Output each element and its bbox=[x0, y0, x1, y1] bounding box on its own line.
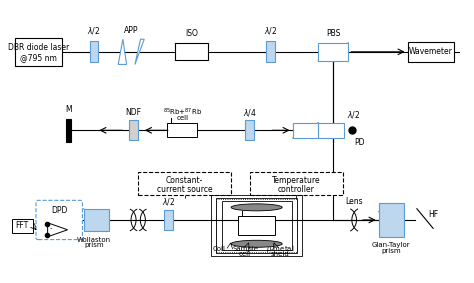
Text: $\lambda$/4: $\lambda$/4 bbox=[243, 107, 256, 117]
Bar bbox=[246, 121, 254, 140]
Text: cell: cell bbox=[239, 250, 251, 257]
Text: cell: cell bbox=[176, 115, 188, 121]
Text: APP: APP bbox=[124, 26, 138, 35]
Text: $\lambda$/2: $\lambda$/2 bbox=[264, 25, 277, 36]
Bar bbox=[266, 41, 275, 62]
FancyBboxPatch shape bbox=[36, 200, 82, 240]
Text: $\mu$-metal: $\mu$-metal bbox=[265, 245, 294, 254]
Text: Glan-Taylor: Glan-Taylor bbox=[372, 242, 410, 248]
Text: current source: current source bbox=[157, 185, 212, 194]
Bar bbox=[66, 119, 71, 142]
Text: controller: controller bbox=[278, 185, 315, 194]
Text: -: - bbox=[50, 225, 52, 231]
Text: FFT: FFT bbox=[16, 221, 29, 230]
FancyBboxPatch shape bbox=[250, 171, 343, 196]
Bar bbox=[318, 123, 344, 138]
Text: ISO: ISO bbox=[185, 29, 198, 38]
Text: Coil: Coil bbox=[213, 246, 226, 252]
Bar bbox=[15, 38, 62, 66]
Polygon shape bbox=[118, 39, 127, 65]
Text: $^{85}$Rb+$^{87}$Rb: $^{85}$Rb+$^{87}$Rb bbox=[163, 106, 202, 118]
Text: Wavemeter: Wavemeter bbox=[409, 47, 453, 56]
Bar bbox=[90, 41, 98, 62]
Bar bbox=[408, 42, 454, 62]
Bar bbox=[292, 123, 318, 138]
Bar bbox=[167, 123, 197, 137]
Text: Wollaston: Wollaston bbox=[77, 237, 111, 243]
Text: M: M bbox=[65, 105, 72, 114]
Bar bbox=[217, 198, 297, 253]
Ellipse shape bbox=[231, 240, 282, 247]
Text: $\lambda$/2: $\lambda$/2 bbox=[88, 25, 100, 36]
Bar bbox=[175, 43, 208, 60]
Bar bbox=[221, 201, 292, 250]
Text: HF: HF bbox=[428, 210, 438, 219]
Text: DBR diode laser: DBR diode laser bbox=[8, 43, 69, 52]
Bar bbox=[83, 209, 109, 231]
Text: sheid: sheid bbox=[271, 250, 289, 257]
Text: DPD: DPD bbox=[51, 206, 67, 215]
Bar bbox=[211, 195, 302, 256]
Bar bbox=[318, 43, 348, 61]
Bar bbox=[129, 121, 138, 140]
Text: $\lambda$/2: $\lambda$/2 bbox=[162, 196, 175, 207]
Bar bbox=[164, 210, 173, 230]
Text: @795 nm: @795 nm bbox=[20, 53, 57, 62]
Text: NDF: NDF bbox=[126, 108, 142, 117]
Text: Temperature: Temperature bbox=[272, 176, 320, 185]
Text: Constant-: Constant- bbox=[166, 176, 203, 185]
Bar bbox=[216, 199, 297, 252]
Text: prism: prism bbox=[382, 248, 401, 254]
Text: PD: PD bbox=[354, 138, 365, 147]
Text: $\lambda$/2: $\lambda$/2 bbox=[346, 109, 360, 120]
Bar bbox=[379, 203, 404, 237]
Bar bbox=[12, 218, 33, 233]
Text: PBS: PBS bbox=[326, 29, 340, 38]
Polygon shape bbox=[47, 223, 68, 237]
Text: prism: prism bbox=[84, 242, 104, 248]
Text: Lens: Lens bbox=[346, 197, 363, 206]
Text: Sample: Sample bbox=[232, 246, 258, 252]
Ellipse shape bbox=[231, 204, 282, 211]
Polygon shape bbox=[135, 39, 144, 65]
FancyBboxPatch shape bbox=[138, 171, 231, 196]
Bar bbox=[238, 216, 275, 235]
